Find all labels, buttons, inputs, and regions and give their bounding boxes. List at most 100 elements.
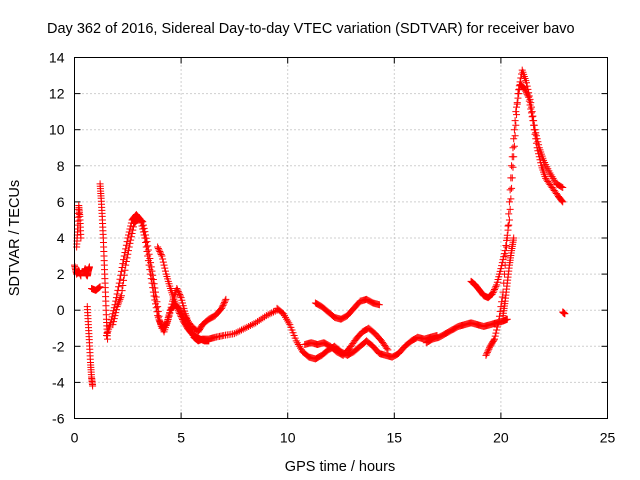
data-point (523, 90, 531, 98)
data-point (548, 173, 556, 181)
data-point (156, 249, 164, 257)
data-point (295, 342, 303, 350)
data-point (109, 321, 117, 329)
data-point (537, 159, 545, 167)
data-point (264, 311, 272, 319)
axis-ticks (74, 57, 608, 419)
data-point (143, 238, 151, 246)
data-point (150, 280, 158, 288)
data-point (557, 196, 565, 204)
data-point (484, 347, 492, 355)
data-point (521, 86, 529, 94)
data-point (532, 135, 540, 143)
data-point (123, 238, 131, 246)
data-point (137, 217, 145, 225)
data-point (122, 245, 130, 253)
data-point (510, 142, 518, 150)
data-point (176, 310, 184, 318)
data-point (160, 261, 168, 269)
data-point (268, 309, 276, 317)
data-point (493, 323, 501, 331)
series-s15 (482, 81, 567, 359)
data-point (494, 320, 502, 328)
data-point (503, 234, 511, 242)
series-s12 (311, 295, 383, 323)
data-point (115, 279, 123, 287)
data-point (497, 303, 505, 311)
data-point (89, 382, 97, 390)
data-point (172, 301, 180, 309)
data-point (174, 286, 182, 294)
plot-frame (74, 57, 608, 419)
data-point (510, 234, 518, 242)
data-point (507, 174, 515, 182)
data-point (157, 321, 165, 329)
data-point (502, 252, 510, 260)
data-point (239, 325, 247, 333)
data-point (139, 221, 147, 229)
data-point (154, 303, 162, 311)
data-point (171, 299, 179, 307)
data-points (71, 66, 569, 390)
data-point (491, 335, 499, 343)
data-point (127, 236, 135, 244)
data-point (171, 297, 179, 305)
data-point (126, 225, 134, 233)
data-point (293, 339, 301, 347)
data-point (113, 303, 121, 311)
data-point (513, 99, 521, 107)
y-tick-label: 10 (49, 122, 65, 138)
data-point (152, 288, 160, 296)
data-point (152, 304, 160, 312)
data-point (177, 313, 185, 321)
y-tick-label: 2 (57, 266, 65, 282)
data-point (151, 284, 159, 292)
data-point (503, 315, 511, 323)
data-point (120, 256, 128, 264)
data-point (125, 243, 133, 251)
data-point (127, 222, 135, 230)
x-tick-label: 25 (600, 430, 616, 446)
data-point (535, 153, 543, 161)
y-tick-label: -4 (52, 374, 65, 390)
data-point (506, 205, 514, 213)
data-point (110, 318, 118, 326)
data-point (154, 307, 162, 315)
data-point (507, 195, 515, 203)
data-point (218, 304, 226, 312)
data-point (120, 276, 128, 284)
data-point (156, 319, 164, 327)
chart-title: Day 362 of 2016, Sidereal Day-to-day VTE… (47, 21, 575, 37)
data-point (158, 322, 166, 330)
data-point (159, 258, 167, 266)
data-point (236, 327, 244, 335)
series-s16 (499, 234, 518, 320)
data-point (141, 228, 149, 236)
data-point (149, 276, 157, 284)
y-tick-labels: -6 -4 -2 0 2 4 6 8 10 12 14 (49, 50, 65, 427)
data-point (176, 292, 184, 300)
data-point (174, 304, 182, 312)
data-point (234, 328, 242, 336)
series-s10 (273, 304, 441, 363)
data-point (505, 221, 513, 229)
data-point (513, 103, 521, 111)
series-s11 (301, 324, 392, 359)
data-point (154, 243, 162, 251)
y-axis-label: SDTVAR / TECUs (7, 180, 23, 296)
data-point (161, 264, 169, 272)
data-point (296, 344, 304, 352)
data-point (222, 295, 230, 303)
data-point (522, 89, 530, 97)
data-point (164, 315, 172, 323)
data-point (245, 322, 253, 330)
data-point (221, 297, 229, 305)
data-point (510, 126, 518, 134)
x-tick-labels: 0 5 10 15 20 25 (71, 430, 616, 446)
data-point (508, 162, 516, 170)
data-point (491, 332, 499, 340)
data-point (505, 198, 513, 206)
data-point (159, 255, 167, 263)
data-point (152, 293, 160, 301)
